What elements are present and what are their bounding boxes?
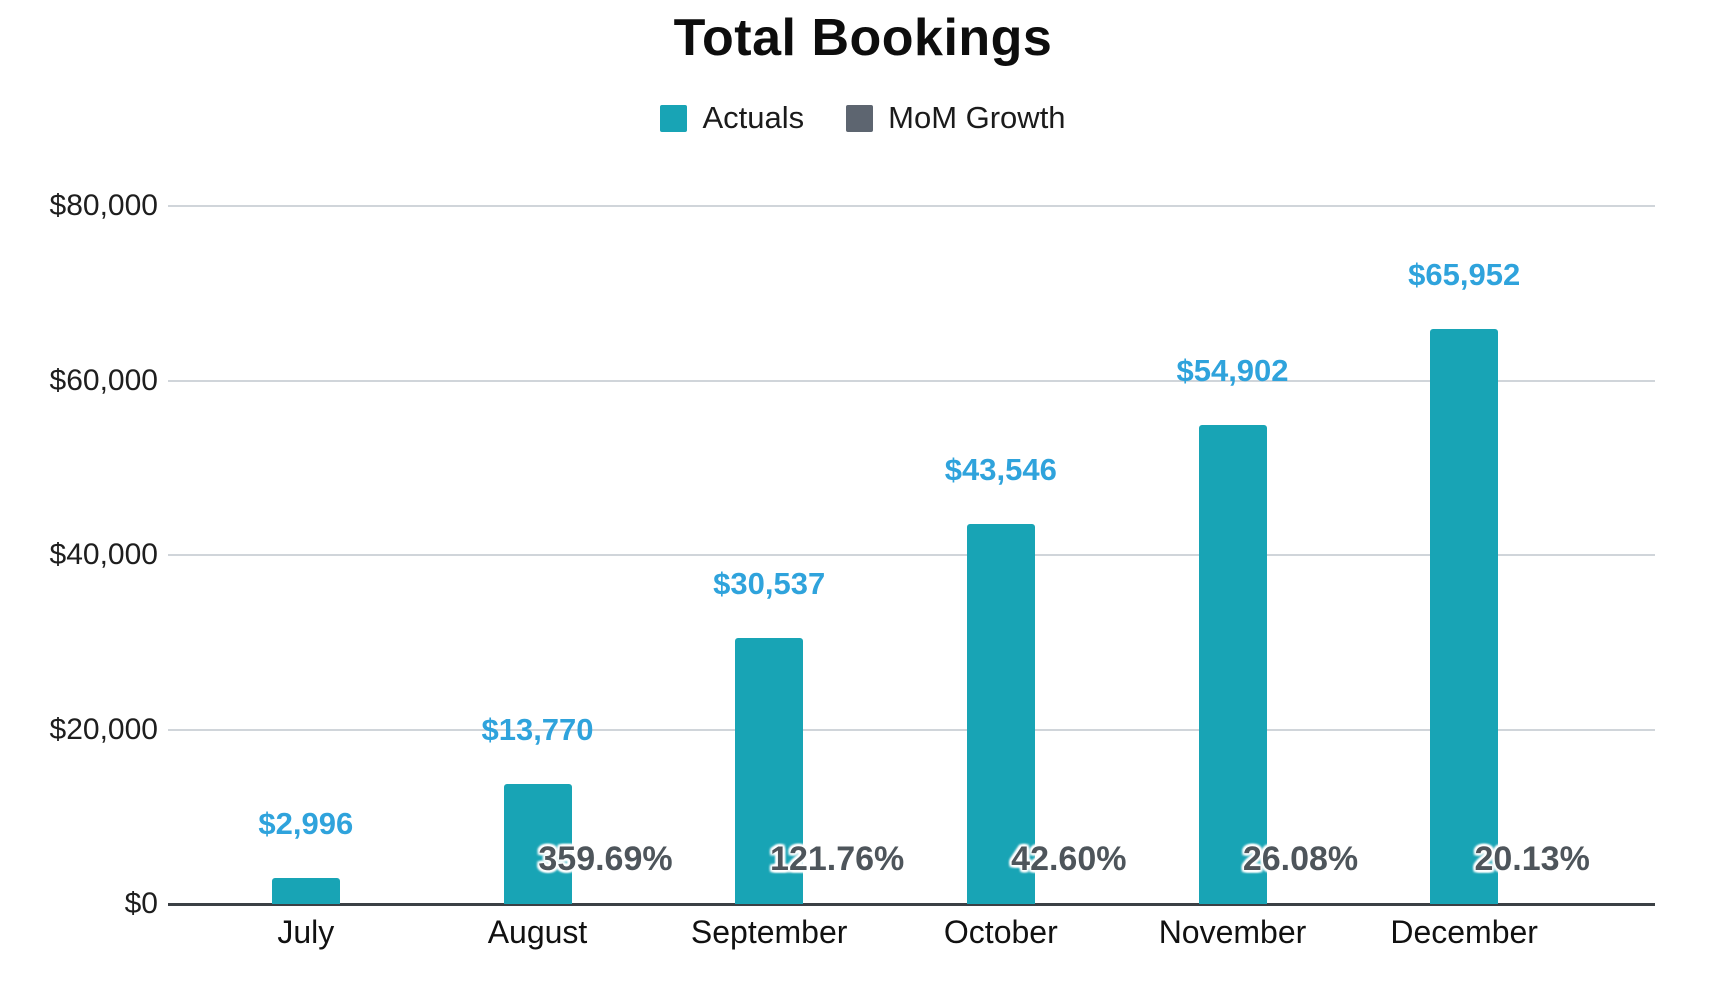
mom-growth-label-november: 26.08%	[1242, 840, 1359, 878]
legend-item-actuals: Actuals	[660, 100, 804, 136]
x-axis-baseline	[168, 903, 1655, 906]
y-tick-label: $40,000	[49, 538, 158, 571]
x-axis-label-july: July	[277, 914, 335, 950]
gridline	[168, 728, 1655, 731]
gridline	[168, 554, 1655, 556]
x-axis-label-august: August	[487, 914, 588, 950]
x-axis-label-october: October	[943, 914, 1058, 950]
legend-item-mom-growth: MoM Growth	[846, 100, 1066, 136]
actuals-bar-december	[1430, 329, 1499, 904]
actuals-value-label-september: $30,537	[713, 566, 826, 601]
actuals-value-label-december: $65,952	[1408, 257, 1521, 292]
mom-growth-label-august: 359.69%	[538, 840, 673, 878]
actuals-bar-july	[271, 878, 340, 904]
actuals-bar-september	[735, 638, 804, 904]
actuals-value-label-november: $54,902	[1176, 353, 1289, 388]
x-axis-label-september: September	[690, 914, 848, 950]
mom-growth-label-december: 20.13%	[1474, 840, 1590, 878]
y-tick-label: $20,000	[49, 712, 158, 746]
x-axis-label-december: December	[1390, 914, 1538, 950]
legend-label-actuals: Actuals	[702, 100, 805, 135]
actuals-value-label-august: $13,770	[481, 712, 594, 747]
y-tick-label: $80,000	[49, 189, 158, 222]
actuals-bar-august	[503, 784, 572, 904]
actuals-bar-november	[1198, 425, 1267, 904]
gridline	[168, 379, 1655, 382]
actuals-value-label-july: $2,996	[258, 806, 354, 841]
mom-growth-label-september: 121.76%	[770, 840, 905, 878]
mom-growth-label-october: 42.60%	[1011, 840, 1127, 878]
legend-swatch-actuals	[660, 104, 688, 132]
actuals-bar-october	[966, 524, 1035, 904]
y-tick-label: $60,000	[49, 363, 158, 397]
chart-title: Total Bookings	[673, 9, 1053, 67]
y-tick-label: $0	[124, 887, 158, 920]
x-axis-label-november: November	[1158, 914, 1307, 950]
legend-swatch-mom-growth	[846, 104, 874, 132]
gridline	[168, 205, 1655, 207]
actuals-value-label-october: $43,546	[944, 452, 1057, 487]
chart-legend: Actuals MoM Growth	[0, 100, 1726, 136]
legend-label-mom-growth: MoM Growth	[888, 100, 1066, 135]
